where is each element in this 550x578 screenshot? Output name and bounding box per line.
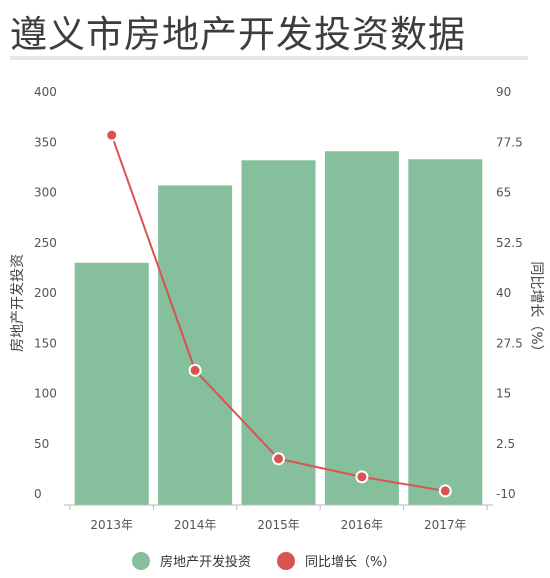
x-axis-ticks: 2013年 2014年 2015年 2016年 2017年 [90, 518, 466, 532]
right-tick-label: 40 [496, 286, 511, 300]
right-tick-label: 77.5 [496, 135, 523, 149]
growth-point [438, 484, 452, 498]
left-tick-label: 200 [34, 286, 57, 300]
bar [408, 159, 483, 505]
right-tick-label: 2.5 [496, 437, 515, 451]
right-tick-label: 65 [496, 186, 511, 200]
bar [74, 262, 149, 505]
legend-line-swatch [277, 552, 295, 570]
title-divider [10, 56, 528, 60]
left-tick-label: 350 [34, 135, 57, 149]
left-tick-label: 300 [34, 186, 57, 200]
left-tick-label: 100 [34, 387, 57, 401]
x-tick-label: 2015年 [257, 518, 300, 532]
right-tick-label: 15 [496, 387, 511, 401]
growth-point [188, 363, 202, 377]
chart-title: 遵义市房地产开发投资数据 [10, 13, 466, 56]
right-axis-ticks: -10 2.5 15 27.5 40 52.5 65 77.5 90 [496, 85, 523, 501]
bar [158, 185, 233, 505]
x-tick-label: 2016年 [341, 518, 384, 532]
x-tick-label: 2013年 [90, 518, 133, 532]
right-tick-label: -10 [496, 487, 516, 501]
growth-point [105, 128, 119, 142]
left-tick-label: 0 [34, 487, 42, 501]
line-series [105, 128, 452, 498]
legend-bar-swatch [132, 552, 150, 570]
growth-point [272, 452, 285, 466]
growth-point [355, 470, 369, 484]
bar [324, 151, 399, 506]
right-tick-label: 27.5 [496, 336, 523, 350]
axis-lines [64, 504, 493, 510]
left-tick-label: 150 [34, 336, 57, 350]
bar-series [74, 151, 483, 506]
left-axis-ticks: 0 50 100 150 200 250 300 350 400 [34, 85, 57, 501]
right-tick-label: 52.5 [496, 236, 523, 250]
right-axis-label: 同比增长（%） [528, 261, 544, 358]
x-tick-label: 2014年 [174, 518, 217, 532]
left-tick-label: 250 [34, 236, 57, 250]
legend-bar-label: 房地产开发投资 [160, 554, 251, 570]
left-axis-label: 房地产开发投资 [10, 254, 26, 352]
x-tick-label: 2017年 [424, 518, 467, 532]
left-tick-label: 50 [34, 437, 49, 451]
legend: 房地产开发投资 同比增长（%） [132, 552, 395, 570]
left-tick-label: 400 [34, 85, 57, 99]
bar [241, 160, 316, 505]
right-tick-label: 90 [496, 85, 511, 99]
legend-line-label: 同比增长（%） [305, 555, 395, 570]
